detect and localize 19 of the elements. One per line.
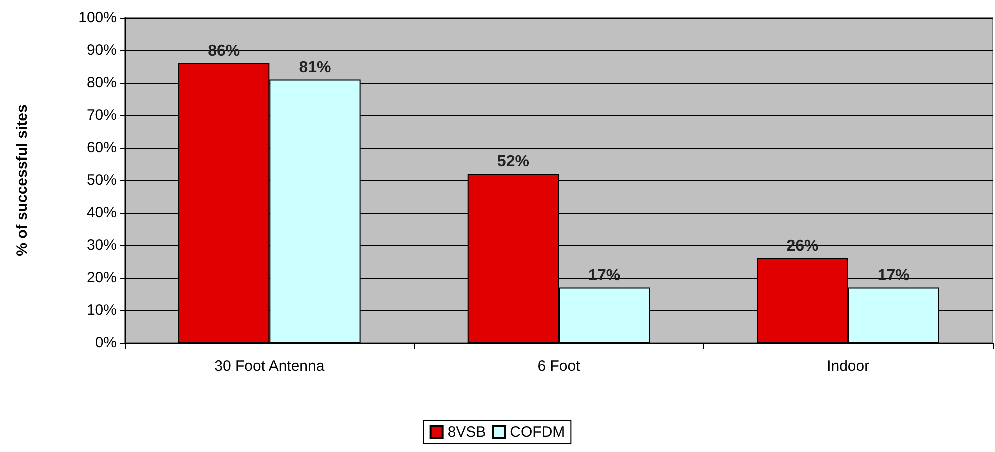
x-tick-label: Indoor xyxy=(827,358,870,375)
y-tick-label: 70% xyxy=(86,107,117,124)
data-label: 81% xyxy=(299,59,332,76)
y-tick-label: 60% xyxy=(86,140,117,156)
y-tick-label: 10% xyxy=(86,302,117,319)
y-tick-label: 0% xyxy=(95,334,117,352)
y-tick-label: 50% xyxy=(86,172,117,189)
x-tick-label: 30 Foot Antenna xyxy=(214,358,326,375)
y-tick-label: 40% xyxy=(86,204,117,222)
y-tick-label: 30% xyxy=(86,237,117,254)
legend-label: 8VSB xyxy=(448,424,486,441)
y-axis-title: % of successful sites xyxy=(14,104,31,256)
y-tick-label: 100% xyxy=(78,10,117,26)
y-tick-label: 90% xyxy=(86,42,117,59)
data-label: 52% xyxy=(497,154,530,170)
y-tick-label: 80% xyxy=(86,74,117,92)
legend-label: COFDM xyxy=(510,424,566,441)
y-tick-label: 20% xyxy=(86,270,117,286)
x-tick-label: 6 Foot xyxy=(538,358,582,375)
